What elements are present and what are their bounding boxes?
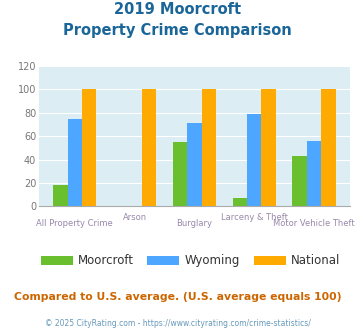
- Text: 2019 Moorcroft: 2019 Moorcroft: [114, 2, 241, 16]
- Bar: [53, 185, 67, 206]
- Bar: [187, 123, 202, 206]
- Bar: [67, 118, 82, 206]
- Text: Wyoming: Wyoming: [185, 254, 240, 267]
- Bar: [307, 141, 321, 206]
- Bar: [173, 142, 187, 206]
- Text: Compared to U.S. average. (U.S. average equals 100): Compared to U.S. average. (U.S. average …: [14, 292, 341, 302]
- Bar: [261, 89, 276, 206]
- Bar: [82, 89, 96, 206]
- Text: Moorcroft: Moorcroft: [78, 254, 134, 267]
- Bar: [142, 89, 156, 206]
- Text: All Property Crime: All Property Crime: [36, 219, 113, 228]
- Bar: [321, 89, 335, 206]
- Bar: [293, 156, 307, 206]
- Text: Burglary: Burglary: [176, 219, 212, 228]
- Text: Arson: Arson: [122, 213, 147, 221]
- Bar: [233, 198, 247, 206]
- Text: Property Crime Comparison: Property Crime Comparison: [63, 23, 292, 38]
- Text: © 2025 CityRating.com - https://www.cityrating.com/crime-statistics/: © 2025 CityRating.com - https://www.city…: [45, 319, 310, 328]
- Text: National: National: [291, 254, 340, 267]
- Bar: [247, 114, 261, 206]
- Text: Motor Vehicle Theft: Motor Vehicle Theft: [273, 219, 355, 228]
- Text: Larceny & Theft: Larceny & Theft: [221, 213, 288, 221]
- Bar: [202, 89, 216, 206]
